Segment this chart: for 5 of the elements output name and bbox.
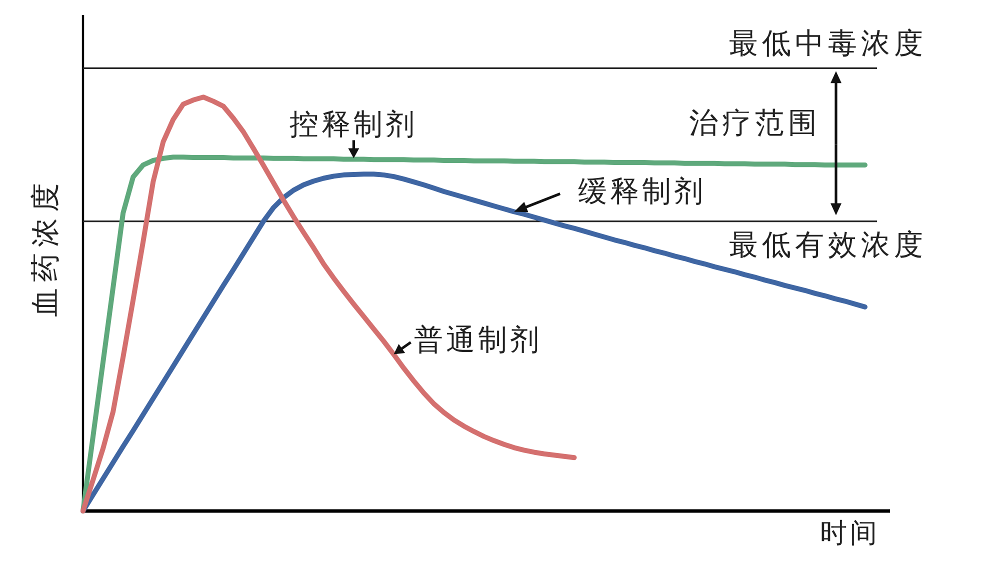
annotation: 治疗范围 — [689, 107, 821, 140]
ref-line-label: 最低中毒浓度 — [729, 28, 927, 60]
y-axis-title: 血药浓度 — [30, 177, 62, 317]
ref-line-label: 最低有效浓度 — [729, 229, 927, 262]
x-axis-title: 时间 — [820, 518, 880, 548]
